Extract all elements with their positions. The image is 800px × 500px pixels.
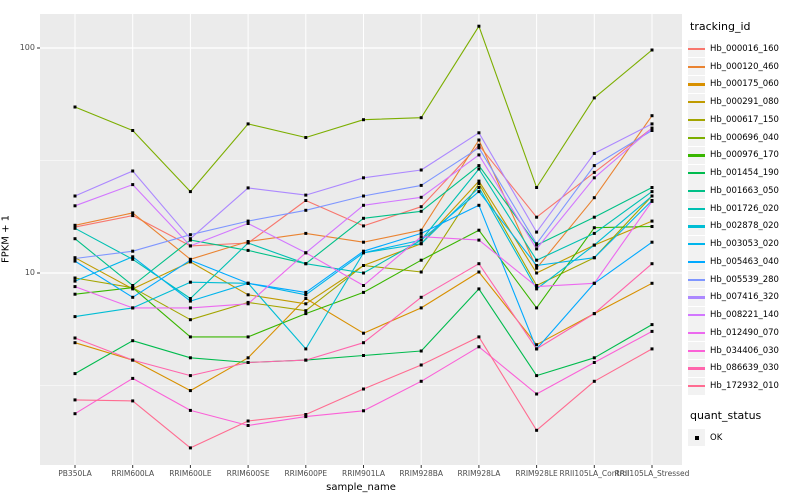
legend-item: Hb_003053_020 <box>688 235 800 253</box>
x-tick-label: RRIM600LA <box>111 469 155 478</box>
legend-item: Hb_000696_040 <box>688 129 800 147</box>
legend-line-key-icon <box>688 111 705 129</box>
legend-line-key-icon <box>688 235 705 253</box>
legend-item: Hb_000976_170 <box>688 146 800 165</box>
x-tick-label: RRII105LA_Stressed <box>614 469 690 478</box>
legend-line-key-icon <box>688 129 705 147</box>
legend-item-label: Hb_001663_050 <box>710 185 779 196</box>
y-tick-label: 100 <box>19 43 35 52</box>
legend-item: Hb_000016_160 <box>688 40 800 58</box>
legend-line-key-icon <box>688 40 705 58</box>
quant-ok-square-marker-icon <box>688 429 705 447</box>
legend-line-key-icon <box>688 58 705 76</box>
y-tick-label: 10 <box>24 268 35 277</box>
legend-item: Hb_086639_030 <box>688 359 800 378</box>
legend-item: Hb_005463_040 <box>688 253 800 271</box>
legend-line-key-icon <box>688 146 705 164</box>
x-tick-label: RRIM928BA <box>399 469 444 478</box>
legend-line-key-icon <box>688 164 705 182</box>
legend-item: Hb_172932_010 <box>688 377 800 395</box>
x-tick-label: RRIM600LE <box>169 469 212 478</box>
legend-item: Hb_007416_320 <box>688 288 800 307</box>
legend-item-label: Hb_000016_160 <box>710 43 779 54</box>
legend-line-key-icon <box>688 288 705 306</box>
legend-line-key-icon <box>688 75 705 93</box>
legend-line-key-icon <box>688 306 705 324</box>
legend-item-label: Hb_172932_010 <box>710 381 779 392</box>
legend-item: Hb_000617_150 <box>688 111 800 129</box>
legend-item-label: Hb_000617_150 <box>710 114 779 125</box>
legend-item-label: Hb_000976_170 <box>710 150 779 161</box>
legend-line-key-icon <box>688 253 705 271</box>
legend-line-key-icon <box>688 182 705 200</box>
quant-status-legend-title: quant_status <box>690 409 762 422</box>
legend-item: Hb_000291_080 <box>688 93 800 111</box>
legend-line-key-icon <box>688 271 705 289</box>
legend-line-key-icon <box>688 377 705 395</box>
legend-item: Hb_002878_020 <box>688 217 800 236</box>
legend-item: Hb_001454_190 <box>688 164 800 182</box>
legend-item-label: Hb_000175_060 <box>710 79 779 90</box>
legend-line-key-icon <box>688 359 705 377</box>
legend-item-label: Hb_007416_320 <box>710 292 779 303</box>
legend-items: Hb_000016_160 Hb_000120_460 Hb_000175_060 H… <box>688 40 800 395</box>
legend-item: Hb_001726_020 <box>688 200 800 218</box>
legend-item-label: Hb_000696_040 <box>710 132 779 143</box>
legend-item-label: Hb_086639_030 <box>710 363 779 374</box>
legend-item-label: Hb_000120_460 <box>710 61 779 72</box>
legend-item: Hb_034406_030 <box>688 342 800 360</box>
legend-item-label: Hb_001726_020 <box>710 203 779 214</box>
legend-item-label: Hb_005539_280 <box>710 274 779 285</box>
x-tick-label: RRII105LA_Control <box>559 469 630 478</box>
x-tick-label: RRIM928LE <box>515 469 558 478</box>
legend-item-label: Hb_005463_040 <box>710 256 779 267</box>
x-tick-label: RRIM600SE <box>226 469 270 478</box>
quant-status-label: OK <box>710 432 723 443</box>
x-tick-label: RRIM600PE <box>284 469 328 478</box>
legend-item: Hb_005539_280 <box>688 271 800 289</box>
legend-item-label: Hb_003053_020 <box>710 239 779 250</box>
legend-item-label: Hb_002878_020 <box>710 221 779 232</box>
x-tick-label: RRIM901LA <box>342 469 385 478</box>
legend-title: tracking_id <box>690 20 751 33</box>
legend-item-label: Hb_001454_190 <box>710 168 779 179</box>
legend-item: Hb_000120_460 <box>688 58 800 76</box>
x-axis-title: sample_name <box>326 482 396 493</box>
legend-line-key-icon <box>688 200 705 218</box>
legend-item: Hb_001663_050 <box>688 182 800 200</box>
legend-line-key-icon <box>688 93 705 111</box>
legend-item-label: Hb_008221_140 <box>710 310 779 321</box>
legend-item: Hb_008221_140 <box>688 306 800 324</box>
legend-item-label: Hb_012490_070 <box>710 327 779 338</box>
y-axis-title: FPKM + 1 <box>0 214 12 264</box>
legend-line-key-icon <box>688 342 705 360</box>
legend-line-key-icon <box>688 324 705 342</box>
legend: tracking_id Hb_000016_160 Hb_000120_460 Hb… <box>688 20 800 447</box>
legend-item-label: Hb_000291_080 <box>710 97 779 108</box>
x-tick-label: PB350LA <box>58 469 92 478</box>
legend-item: Hb_000175_060 <box>688 75 800 94</box>
legend-item-label: Hb_034406_030 <box>710 345 779 356</box>
legend-item: Hb_012490_070 <box>688 324 800 342</box>
quant-status-legend-item: OK <box>688 429 800 447</box>
x-tick-label: RRIM928LA <box>457 469 501 478</box>
legend-line-key-icon <box>688 217 705 235</box>
